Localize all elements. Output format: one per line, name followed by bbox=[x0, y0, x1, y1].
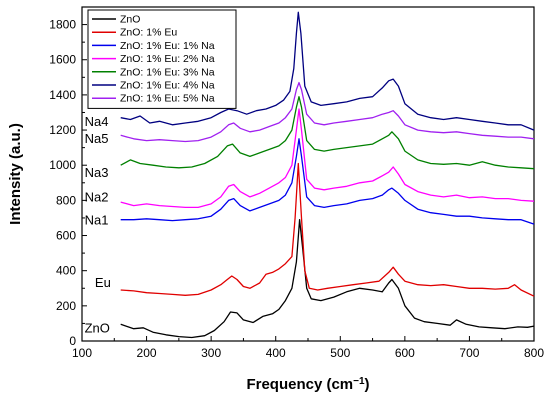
curve-label: Eu bbox=[95, 275, 111, 290]
x-axis-title: Frequency (cm−1) bbox=[246, 376, 369, 394]
curve-label: Na3 bbox=[85, 165, 109, 180]
x-axis-ticks: 100 200 300 400 500 600 700 800 bbox=[72, 336, 544, 360]
y-tick-label: 800 bbox=[56, 193, 76, 207]
x-tick-label: 600 bbox=[395, 346, 415, 360]
legend-label: ZnO: 1% Eu: 1% Na bbox=[120, 40, 215, 52]
y-tick-label: 1800 bbox=[49, 18, 76, 32]
curve-label: ZnO bbox=[85, 321, 110, 336]
curve-label: Na5 bbox=[85, 131, 109, 146]
y-tick-label: 1600 bbox=[49, 53, 76, 67]
y-tick-label: 400 bbox=[56, 264, 76, 278]
legend-label: ZnO: 1% Eu: 4% Na bbox=[120, 80, 215, 92]
legend-label: ZnO: 1% Eu: 2% Na bbox=[120, 53, 215, 65]
y-axis-title: Intensity (a.u.) bbox=[7, 123, 24, 225]
series-line-7 bbox=[120, 81, 535, 143]
y-tick-label: 1200 bbox=[49, 123, 76, 137]
series-line-6 bbox=[120, 11, 535, 131]
legend-label: ZnO: 1% Eu bbox=[120, 27, 177, 39]
y-tick-label: 600 bbox=[56, 229, 76, 243]
x-tick-label: 300 bbox=[201, 346, 221, 360]
curve-label: Na4 bbox=[85, 114, 109, 129]
x-tick-label: 200 bbox=[137, 346, 157, 360]
y-tick-label: 0 bbox=[69, 334, 76, 348]
y-axis-ticks: 0 200 400 600 800 1000 1200 1400 1600 1800 bbox=[49, 18, 87, 348]
x-tick-label: 400 bbox=[266, 346, 286, 360]
x-tick-label: 800 bbox=[524, 346, 544, 360]
legend-label: ZnO bbox=[120, 14, 140, 26]
curve-label: Na1 bbox=[85, 213, 109, 228]
x-tick-label: 700 bbox=[459, 346, 479, 360]
y-tick-label: 200 bbox=[56, 299, 76, 313]
series-line-1 bbox=[120, 219, 535, 339]
x-tick-label: 500 bbox=[330, 346, 350, 360]
series-layer bbox=[120, 11, 535, 339]
plot-area: 100 200 300 400 500 600 700 800 020040060080010… bbox=[49, 6, 544, 360]
y-tick-label: 1000 bbox=[49, 158, 76, 172]
series-line-3 bbox=[120, 138, 535, 225]
curve-labels: ZnO Eu Na1 Na2 Na3 Na5 Na4 bbox=[85, 114, 111, 336]
y-tick-label: 1400 bbox=[49, 88, 76, 102]
series-line-2 bbox=[120, 162, 535, 297]
series-line-5 bbox=[120, 96, 535, 170]
series-line-4 bbox=[120, 108, 535, 209]
legend-label: ZnO: 1% Eu: 3% Na bbox=[120, 66, 215, 78]
curve-label: Na2 bbox=[85, 190, 109, 205]
legend-label: ZnO: 1% Eu: 5% Na bbox=[120, 93, 215, 105]
x-tick-label: 100 bbox=[72, 346, 92, 360]
